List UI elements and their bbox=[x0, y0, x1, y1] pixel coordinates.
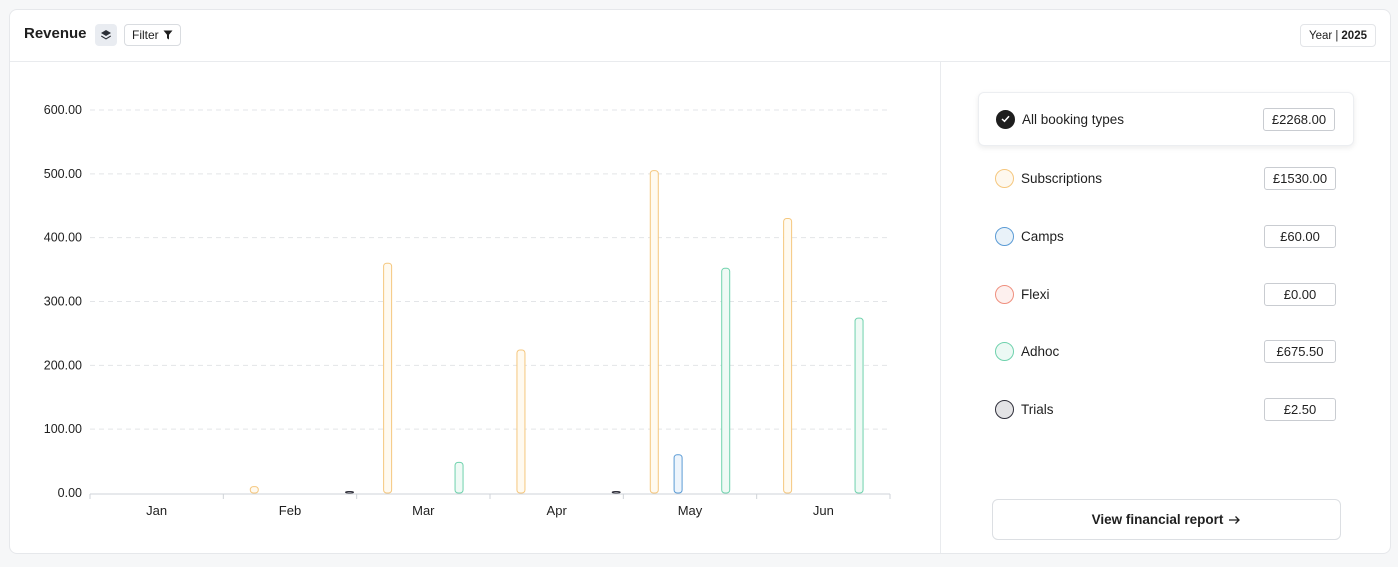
funnel-icon bbox=[163, 30, 173, 40]
report-label: View financial report bbox=[1091, 512, 1224, 527]
booking-type-label: Flexi bbox=[1021, 286, 1050, 302]
card-header: Revenue Filter Year | 2025 bbox=[10, 10, 1390, 62]
booking-type-row[interactable]: All booking types £2268.00 bbox=[978, 92, 1354, 146]
x-tick-label: Apr bbox=[547, 503, 568, 518]
bar-adhoc bbox=[854, 317, 864, 494]
layers-icon[interactable] bbox=[95, 24, 117, 46]
x-tick-label: Jan bbox=[146, 503, 167, 518]
x-tick-label: Feb bbox=[279, 503, 301, 518]
y-tick-label: 100.00 bbox=[44, 422, 82, 436]
x-tick-label: Mar bbox=[412, 503, 435, 518]
radio-circle-icon bbox=[995, 226, 1014, 246]
booking-type-label: Subscriptions bbox=[1021, 170, 1103, 186]
booking-type-amount: £1530.00 bbox=[1264, 166, 1336, 190]
view-financial-report-button[interactable]: View financial report bbox=[992, 499, 1341, 540]
check-circle-icon bbox=[996, 109, 1015, 129]
radio-circle-icon bbox=[995, 399, 1014, 419]
year-selector[interactable]: Year | 2025 bbox=[1299, 24, 1376, 47]
booking-type-amount: £0.00 bbox=[1264, 282, 1336, 306]
radio-circle-icon bbox=[995, 341, 1014, 361]
radio-circle-icon bbox=[995, 284, 1014, 304]
radio-circle-icon bbox=[995, 168, 1014, 188]
booking-type-label: All booking types bbox=[1022, 111, 1125, 127]
booking-type-amount: £60.00 bbox=[1264, 224, 1336, 248]
booking-type-amount: £675.50 bbox=[1264, 339, 1336, 363]
revenue-chart: 0.00 100.00 200.00 300.00 400.00 500.00 600.00… bbox=[10, 62, 941, 553]
year-value: 2025 bbox=[1341, 29, 1367, 42]
bar-adhoc bbox=[721, 267, 731, 494]
booking-type-row[interactable]: Flexi £0.00 bbox=[978, 267, 1354, 321]
booking-type-row[interactable]: Subscriptions £1530.00 bbox=[978, 151, 1354, 205]
year-label: Year | bbox=[1308, 29, 1339, 42]
bar-subscriptions bbox=[649, 170, 659, 494]
bar-subscriptions bbox=[783, 218, 793, 494]
filter-label: Filter bbox=[132, 28, 159, 42]
bar-trials bbox=[611, 491, 621, 494]
y-tick-label: 200.00 bbox=[44, 358, 82, 372]
bar-camps bbox=[673, 454, 683, 494]
bar-subscriptions bbox=[383, 262, 393, 494]
y-tick-label: 400.00 bbox=[44, 231, 82, 245]
y-tick-label: 0.00 bbox=[58, 486, 82, 500]
bar-subscriptions bbox=[249, 486, 259, 494]
chart-svg: 0.00 100.00 200.00 300.00 400.00 500.00 600.00… bbox=[44, 103, 891, 518]
booking-type-row[interactable]: Adhoc £675.50 bbox=[978, 324, 1354, 378]
y-tick-label: 300.00 bbox=[44, 295, 82, 309]
bar-subscriptions bbox=[516, 349, 526, 494]
booking-type-row[interactable]: Trials £2.50 bbox=[978, 382, 1354, 436]
x-tick-label: May bbox=[678, 503, 703, 518]
booking-type-amount: £2268.00 bbox=[1263, 107, 1335, 131]
booking-type-amount: £2.50 bbox=[1264, 397, 1336, 421]
bar-trials bbox=[345, 491, 355, 494]
y-tick-label: 600.00 bbox=[44, 103, 82, 117]
booking-types-panel: All booking types £2268.00 Subscriptions £1… bbox=[941, 62, 1390, 553]
booking-type-row[interactable]: Camps £60.00 bbox=[978, 209, 1354, 263]
booking-type-label: Trials bbox=[1021, 401, 1054, 417]
card-title: Revenue bbox=[24, 25, 87, 42]
booking-type-label: Adhoc bbox=[1021, 343, 1060, 359]
y-tick-label: 500.00 bbox=[44, 167, 82, 181]
revenue-card: Revenue Filter Year | 2025 0.00 100.00 200… bbox=[9, 9, 1391, 554]
x-tick-label: Jun bbox=[813, 503, 834, 518]
bar-adhoc bbox=[454, 461, 464, 494]
arrow-right-icon bbox=[1229, 515, 1241, 524]
booking-type-label: Camps bbox=[1021, 228, 1064, 244]
filter-button[interactable]: Filter bbox=[124, 24, 181, 46]
